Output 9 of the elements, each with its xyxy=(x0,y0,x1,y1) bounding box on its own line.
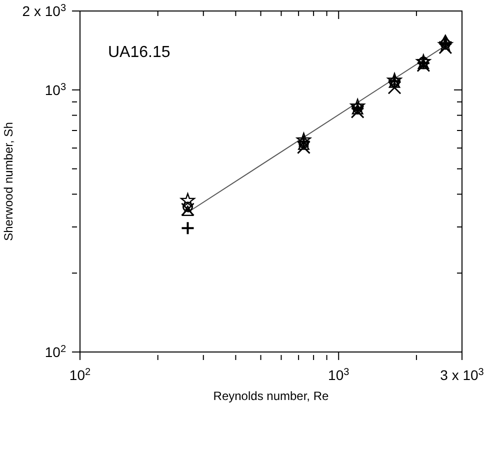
x-tick-label: 3 x 10$^{3}$ xyxy=(440,366,484,383)
y-axis-title: Sherwood number, Sh xyxy=(1,122,16,241)
x-tick-label: 10$^{3}$ xyxy=(328,366,350,383)
x-tick-label: 10$^{2}$ xyxy=(69,366,92,383)
y-tick-label: 2 x 10$^{3}$ xyxy=(22,2,66,19)
x-axis-title: Reynolds number, Re xyxy=(213,389,330,403)
y-tick-label: 10$^{2}$ xyxy=(44,344,66,360)
annotation: UA16.15 xyxy=(108,44,170,61)
y-tick-label: 10$^{3}$ xyxy=(44,81,66,98)
